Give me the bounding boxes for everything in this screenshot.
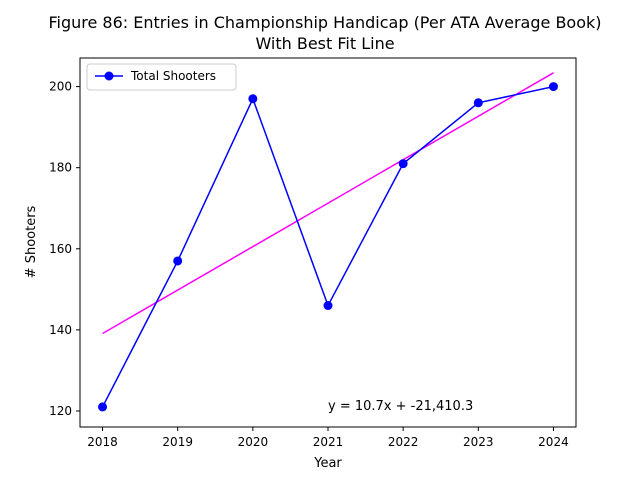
legend-marker-total-shooters [104,71,114,81]
fit-equation-annotation: y = 10.7x + -21,410.3 [328,399,473,414]
x-tick-label-2018: 2018 [87,435,118,449]
y-tick-label-180: 180 [49,161,72,175]
data-point-2020 [248,94,258,104]
y-axis-ticks: 120 140 160 180 200 [49,80,80,418]
x-tick-label-2022: 2022 [388,435,419,449]
y-tick-label-140: 140 [49,323,72,337]
x-tick-label-2024: 2024 [538,435,569,449]
y-tick-label-160: 160 [49,242,72,256]
best-fit-line [102,72,554,335]
y-tick-label-120: 120 [49,404,72,418]
data-point-2022 [398,159,408,169]
x-tick-label-2021: 2021 [313,435,344,449]
best-fit-line-layer [102,72,554,335]
data-point-2019 [173,256,183,266]
data-point-2024 [548,82,558,92]
chart-title-line1: Figure 86: Entries in Championship Handi… [48,13,601,32]
legend: Total Shooters [86,63,237,91]
x-axis-label: Year [313,456,342,471]
plot-area [79,57,577,428]
x-tick-label-2019: 2019 [162,435,193,449]
x-axis-ticks: 2018 2019 2020 2021 2022 2023 2024 [87,427,569,449]
chart-title-line2: With Best Fit Line [255,34,394,53]
data-point-2018 [98,402,108,412]
y-tick-label-200: 200 [49,80,72,94]
legend-box [86,63,237,91]
x-tick-label-2023: 2023 [463,435,494,449]
y-axis-label: # Shooters [24,205,39,278]
data-point-2023 [473,98,483,108]
series-line-total-shooters [101,85,554,408]
series-layer [98,82,558,412]
legend-label-total-shooters: Total Shooters [130,69,216,83]
x-tick-label-2020: 2020 [238,435,269,449]
data-point-2021 [323,301,333,311]
